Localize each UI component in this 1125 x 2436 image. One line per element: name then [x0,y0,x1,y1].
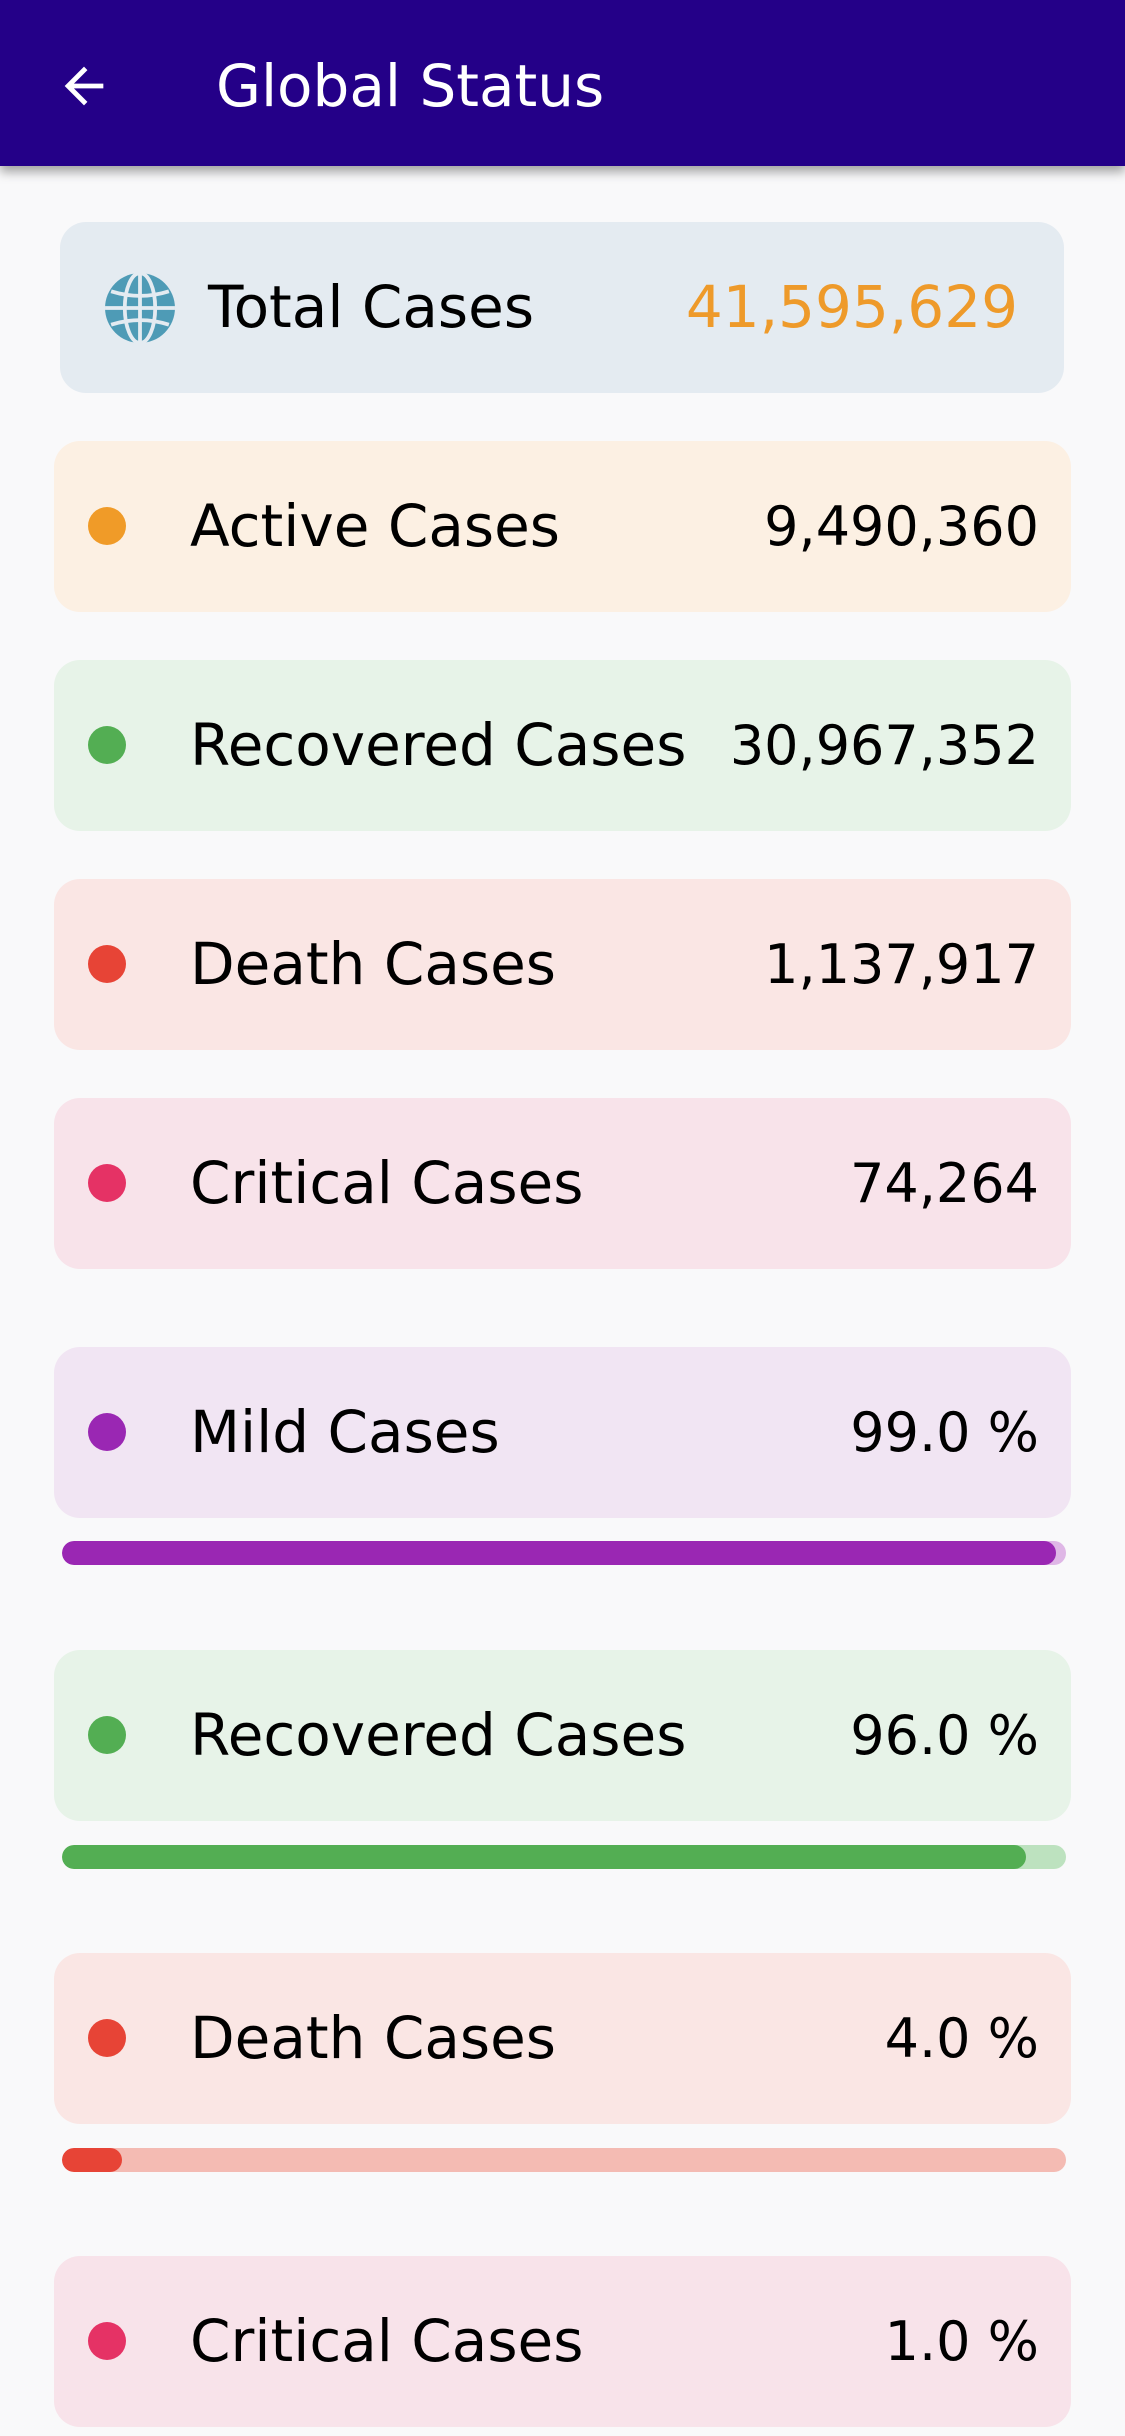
total-cases-value: 41,595,629 [685,273,1018,341]
mild-cases-percent-value: 99.0 % [850,1401,1039,1464]
critical-cases-percent-value: 1.0 % [884,2310,1039,2373]
globe-icon [105,271,175,345]
death-cases-label: Death Cases [190,930,556,998]
death-cases-card: Death Cases 1,137,917 [54,879,1071,1050]
death-cases-progress-bar [62,2148,1066,2172]
progress-fill [62,2148,123,2172]
status-dot [88,1413,126,1451]
progress-fill [62,1541,1056,1565]
recovered-cases-percent-value: 96.0 % [850,1704,1039,1767]
total-cases-label: Total Cases [208,273,535,341]
status-dot [88,1164,126,1202]
death-cases-value: 1,137,917 [764,933,1039,996]
recovered-cases-percent-card: Recovered Cases 96.0 % [54,1650,1071,1821]
recovered-cases-label: Recovered Cases [190,711,687,779]
arrow-left-icon [64,66,104,106]
active-cases-card: Active Cases 9,490,360 [54,441,1071,612]
death-cases-percent-label: Death Cases [190,2004,556,2072]
progress-fill [62,1845,1026,1869]
critical-cases-value: 74,264 [850,1152,1039,1215]
critical-cases-card: Critical Cases 74,264 [54,1098,1071,1269]
back-button[interactable] [42,44,126,128]
death-cases-percent-value: 4.0 % [884,2007,1039,2070]
recovered-cases-value: 30,967,352 [729,714,1039,777]
critical-cases-percent-label: Critical Cases [190,2307,584,2375]
death-cases-percent-card: Death Cases 4.0 % [54,1953,1071,2124]
recovered-cases-card: Recovered Cases 30,967,352 [54,660,1071,831]
critical-cases-label: Critical Cases [190,1149,584,1217]
total-cases-card: Total Cases 41,595,629 [60,222,1064,393]
recovered-cases-percent-label: Recovered Cases [190,1701,687,1769]
status-dot [88,726,126,764]
page-title: Global Status [216,52,605,120]
app-bar: Global Status [0,0,1125,166]
active-cases-label: Active Cases [190,492,561,560]
active-cases-value: 9,490,360 [764,495,1039,558]
recovered-cases-progress-bar [62,1845,1066,1869]
mild-cases-progress-bar [62,1541,1066,1565]
status-dot [88,2322,126,2360]
status-dot [88,1716,126,1754]
status-dot [88,507,126,545]
mild-cases-percent-card: Mild Cases 99.0 % [54,1347,1071,1518]
mild-cases-percent-label: Mild Cases [190,1398,500,1466]
status-dot [88,2019,126,2057]
critical-cases-percent-card: Critical Cases 1.0 % [54,2256,1071,2427]
status-dot [88,945,126,983]
